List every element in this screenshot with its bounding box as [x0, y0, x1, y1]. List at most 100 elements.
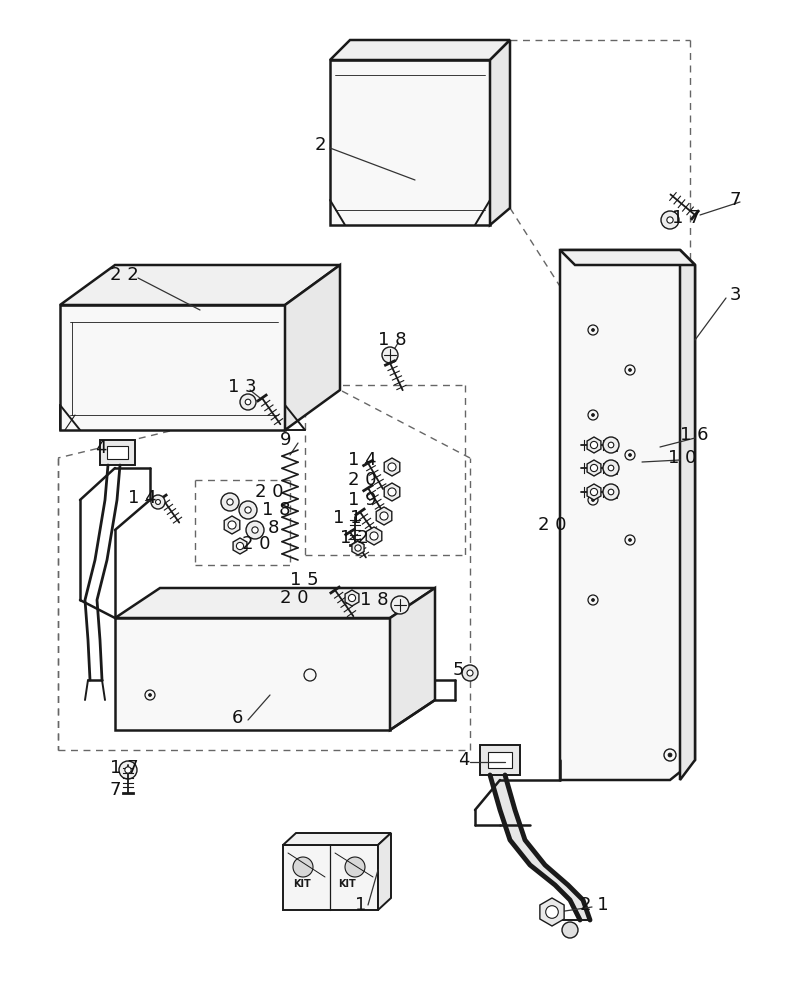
- Text: 7: 7: [109, 781, 122, 799]
- Polygon shape: [560, 250, 694, 265]
- Text: 1 4: 1 4: [128, 489, 157, 507]
- Text: 1 8: 1 8: [359, 591, 388, 609]
- Circle shape: [545, 906, 558, 918]
- Polygon shape: [586, 460, 600, 476]
- Polygon shape: [60, 265, 340, 305]
- Polygon shape: [100, 440, 135, 465]
- Circle shape: [590, 488, 597, 496]
- Circle shape: [245, 399, 251, 405]
- Text: 1 4: 1 4: [348, 451, 376, 469]
- Text: 1 7: 1 7: [109, 759, 139, 777]
- Polygon shape: [351, 541, 363, 555]
- Circle shape: [151, 495, 165, 509]
- Polygon shape: [329, 40, 509, 60]
- Polygon shape: [560, 250, 694, 780]
- Text: 4: 4: [457, 751, 469, 769]
- Circle shape: [666, 217, 672, 223]
- Circle shape: [370, 532, 378, 540]
- Text: 1 1: 1 1: [333, 509, 361, 527]
- Circle shape: [238, 501, 257, 519]
- Text: 2 0: 2 0: [255, 483, 283, 501]
- Text: 2 1: 2 1: [579, 896, 608, 914]
- Polygon shape: [375, 507, 392, 525]
- Polygon shape: [487, 752, 512, 768]
- Circle shape: [380, 512, 388, 520]
- Polygon shape: [60, 305, 285, 430]
- Text: 1 7: 1 7: [672, 209, 700, 227]
- Polygon shape: [384, 483, 399, 501]
- Circle shape: [246, 521, 264, 539]
- Circle shape: [228, 521, 236, 529]
- Polygon shape: [586, 437, 600, 453]
- Circle shape: [603, 484, 618, 500]
- Circle shape: [607, 465, 613, 471]
- Circle shape: [240, 394, 255, 410]
- Circle shape: [245, 507, 251, 513]
- Text: 5: 5: [453, 661, 464, 679]
- Polygon shape: [378, 833, 391, 910]
- Polygon shape: [107, 446, 128, 459]
- Text: 6: 6: [232, 709, 243, 727]
- Text: 2 0: 2 0: [348, 471, 376, 489]
- Circle shape: [628, 538, 631, 542]
- Text: 4: 4: [95, 439, 106, 457]
- Text: 1 0: 1 0: [667, 449, 696, 467]
- Circle shape: [388, 488, 396, 496]
- Circle shape: [590, 441, 597, 449]
- Text: 1 3: 1 3: [228, 378, 256, 396]
- Circle shape: [226, 499, 233, 505]
- Circle shape: [391, 596, 409, 614]
- Circle shape: [348, 594, 355, 602]
- Polygon shape: [366, 527, 381, 545]
- Text: 2 0: 2 0: [242, 535, 270, 553]
- Circle shape: [590, 598, 594, 601]
- Text: 1 9: 1 9: [348, 491, 376, 509]
- Circle shape: [466, 670, 473, 676]
- Text: 1 8: 1 8: [262, 501, 290, 519]
- Circle shape: [125, 767, 131, 773]
- Circle shape: [148, 694, 152, 696]
- Circle shape: [628, 368, 631, 371]
- Polygon shape: [329, 60, 489, 225]
- Polygon shape: [224, 516, 239, 534]
- Circle shape: [660, 211, 678, 229]
- Circle shape: [590, 498, 594, 502]
- Text: 1 5: 1 5: [290, 571, 318, 589]
- Circle shape: [345, 857, 365, 877]
- Circle shape: [590, 464, 597, 472]
- Circle shape: [156, 500, 161, 504]
- Polygon shape: [479, 745, 519, 775]
- Polygon shape: [539, 898, 564, 926]
- Circle shape: [236, 542, 243, 550]
- Circle shape: [603, 437, 618, 453]
- Circle shape: [381, 347, 397, 363]
- Circle shape: [119, 761, 137, 779]
- Text: KIT: KIT: [337, 879, 355, 889]
- Polygon shape: [115, 618, 389, 730]
- Circle shape: [590, 328, 594, 332]
- Polygon shape: [283, 833, 391, 845]
- Polygon shape: [586, 484, 600, 500]
- Text: 2 0: 2 0: [280, 589, 308, 607]
- Text: 1 2: 1 2: [340, 529, 368, 547]
- Text: 2 0: 2 0: [538, 516, 566, 534]
- Circle shape: [628, 454, 631, 456]
- Polygon shape: [389, 588, 435, 730]
- Text: 2 2: 2 2: [109, 266, 139, 284]
- Polygon shape: [283, 845, 378, 910]
- Text: KIT: KIT: [293, 879, 311, 889]
- Circle shape: [354, 545, 361, 551]
- Circle shape: [607, 442, 613, 448]
- Polygon shape: [679, 250, 694, 780]
- Polygon shape: [345, 590, 358, 606]
- Polygon shape: [489, 40, 509, 225]
- Text: 2: 2: [315, 136, 326, 154]
- Text: 8: 8: [268, 519, 279, 537]
- Text: 1 6: 1 6: [679, 426, 708, 444]
- Polygon shape: [115, 588, 435, 618]
- Circle shape: [221, 493, 238, 511]
- Text: 7: 7: [729, 191, 740, 209]
- Text: 1: 1: [354, 896, 366, 914]
- Polygon shape: [233, 538, 247, 554]
- Polygon shape: [285, 265, 340, 430]
